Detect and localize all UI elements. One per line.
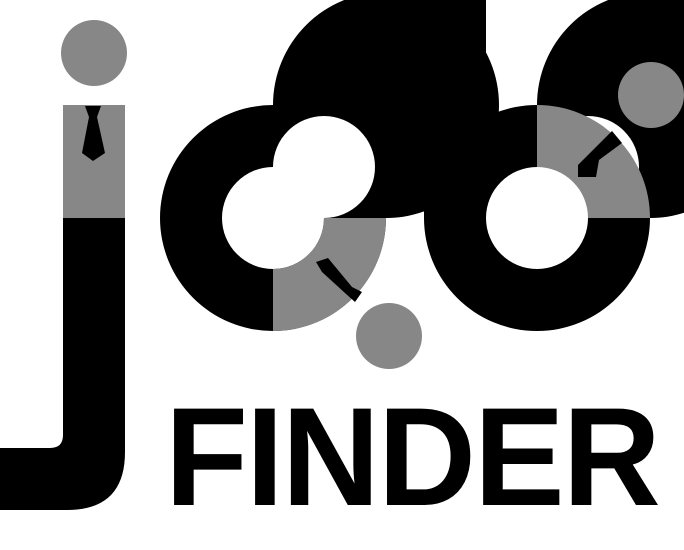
letter-b-head xyxy=(618,62,684,128)
letter-b-bowl xyxy=(424,0,684,331)
letter-j-stem xyxy=(0,218,125,510)
letter-o-head xyxy=(356,303,422,369)
letter-o-ring xyxy=(160,0,499,331)
letter-b-tie-icon xyxy=(578,131,622,177)
letter-j xyxy=(0,20,127,510)
letter-b xyxy=(424,0,684,331)
letter-j-tie-icon xyxy=(82,106,105,161)
letter-o xyxy=(160,0,499,369)
letter-o-tie-icon xyxy=(316,258,362,302)
finder-subtitle: FINDER xyxy=(165,378,661,535)
letter-j-head xyxy=(61,20,127,86)
